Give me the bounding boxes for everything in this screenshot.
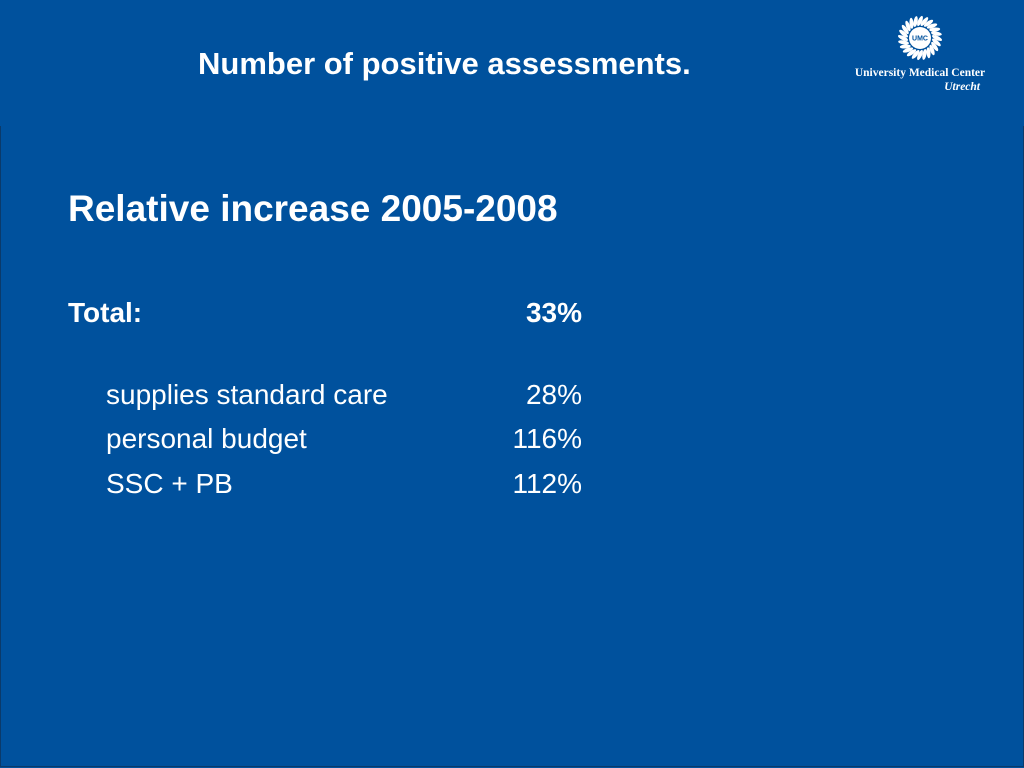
- umc-logo: UMC University Medical Center Utrecht: [848, 14, 992, 98]
- umc-sun-icon: UMC: [897, 15, 943, 61]
- slide-title: Number of positive assessments.: [198, 46, 691, 81]
- logo-city-line: Utrecht: [944, 81, 980, 93]
- row-label-personal-budget: personal budget: [106, 423, 307, 454]
- logo-name-line: University Medical Center: [854, 67, 986, 79]
- logo-mark-text: UMC: [912, 36, 928, 43]
- row-value-personal-budget: 116%: [512, 423, 582, 454]
- row-value-supplies-standard-care: 28%: [525, 379, 582, 410]
- row-value-ssc-pb: 112%: [512, 468, 582, 499]
- header-band: [0, 0, 1024, 126]
- content-area: [0, 126, 1024, 767]
- total-value: 33%: [525, 297, 582, 328]
- row-label-ssc-pb: SSC + PB: [106, 468, 233, 499]
- section-heading: Relative increase 2005-2008: [68, 188, 558, 229]
- total-label: Total:: [68, 297, 143, 328]
- row-label-supplies-standard-care: supplies standard care: [106, 379, 388, 410]
